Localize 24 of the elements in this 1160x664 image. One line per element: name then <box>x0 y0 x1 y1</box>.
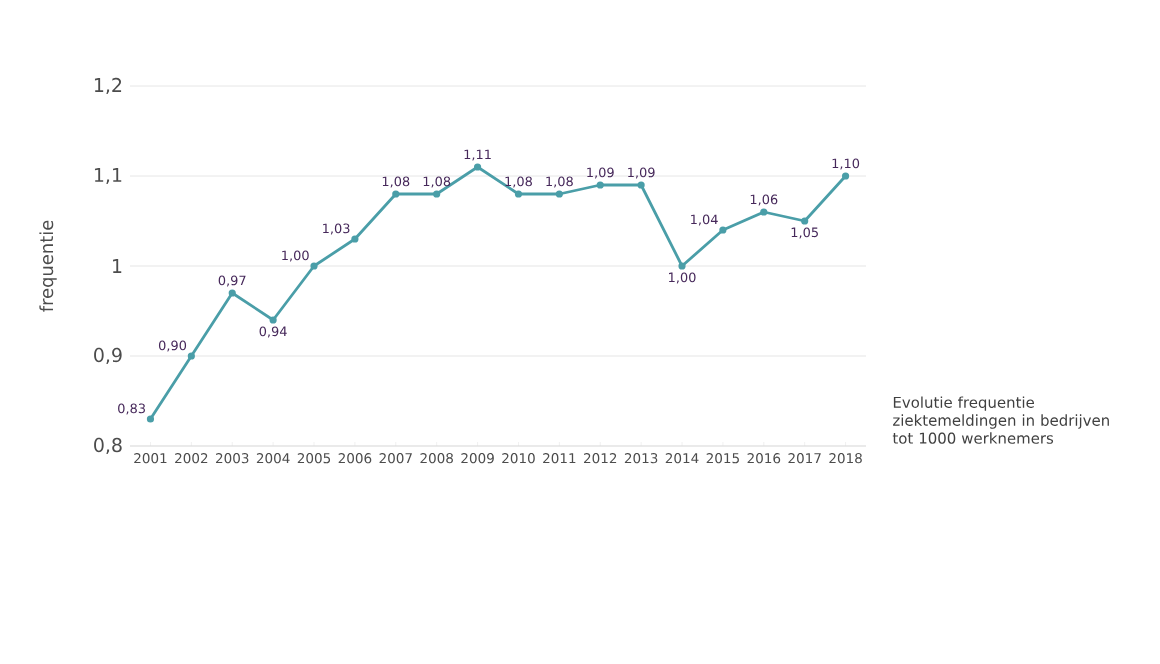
point <box>310 262 318 270</box>
point <box>228 289 236 297</box>
point <box>392 190 400 198</box>
point <box>146 415 155 423</box>
point <box>637 181 645 189</box>
point <box>841 172 850 180</box>
point <box>719 226 727 234</box>
y-tick-label: 1,1 <box>94 167 122 184</box>
point <box>596 181 604 189</box>
y-tick-label: 0,8 <box>94 437 122 455</box>
point <box>473 163 482 171</box>
point <box>678 262 686 270</box>
point <box>801 217 809 225</box>
point <box>433 190 441 198</box>
point <box>187 352 195 360</box>
y-axis-title: frequentie <box>39 220 57 312</box>
y-tick-label: 1,2 <box>94 77 122 95</box>
point <box>514 190 523 198</box>
point <box>555 190 563 198</box>
point <box>351 235 359 243</box>
point <box>760 208 768 216</box>
y-tick-label: 0,9 <box>94 347 122 365</box>
point <box>269 316 277 324</box>
y-tick-label: 1 <box>113 259 122 273</box>
